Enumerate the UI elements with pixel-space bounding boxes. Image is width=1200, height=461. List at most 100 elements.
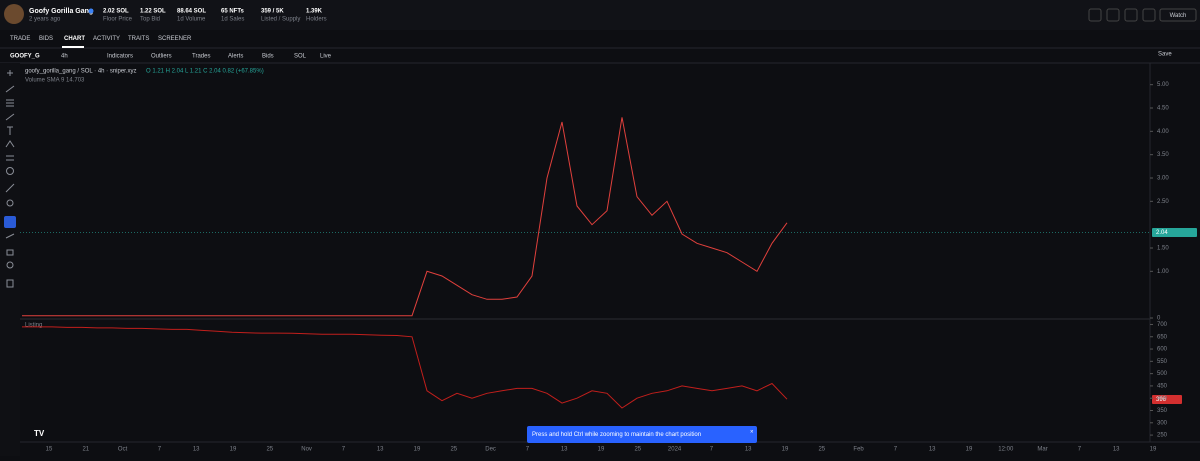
toolbar-item[interactable]: Trades — [192, 54, 210, 60]
collection-logo — [4, 4, 24, 24]
x-tick-label: 7 — [158, 447, 162, 453]
toolbar-item[interactable]: Alerts — [228, 54, 243, 60]
tab[interactable]: TRADE — [10, 36, 30, 42]
tab[interactable]: SCREENER — [158, 36, 192, 42]
tool[interactable] — [6, 155, 14, 161]
x-tick-label: 19 — [782, 447, 789, 453]
stat-label: Listed / Supply — [261, 17, 300, 23]
stat-label: 1d Volume — [177, 17, 206, 23]
y-tick-label: 0 — [1157, 316, 1161, 322]
collection-name: Goofy Gorilla Gang — [29, 8, 93, 15]
toolbar-item[interactable]: Outliers — [151, 54, 172, 60]
stat-value: 359 / 5K — [261, 9, 284, 15]
tab[interactable]: ACTIVITY — [93, 36, 120, 42]
y-tick-label: 650 — [1157, 334, 1168, 340]
listing-chart-line — [22, 326, 788, 409]
tool-icons — [4, 70, 16, 288]
x-tick-label: Dec — [485, 447, 496, 453]
stat-value: 1.22 SOL — [140, 9, 166, 15]
x-tick-label: Nov — [301, 447, 312, 453]
stat-value: 88.64 SOL — [177, 9, 206, 15]
toast — [527, 426, 757, 443]
x-tick-label: 19 — [230, 447, 237, 453]
tool[interactable] — [6, 279, 14, 288]
x-tick-label: 25 — [450, 447, 457, 453]
toast-close[interactable]: × — [750, 430, 754, 436]
tab[interactable]: BIDS — [39, 36, 53, 42]
y-tick-label: 300 — [1157, 420, 1168, 426]
x-tick-label: 13 — [377, 447, 384, 453]
watch-label[interactable]: Watch — [1170, 13, 1187, 19]
y-tick-label: 3.50 — [1157, 152, 1169, 158]
tool[interactable] — [5, 85, 15, 93]
stat-value: 2.02 SOL — [103, 9, 129, 15]
x-tick-label: Oct — [118, 447, 128, 453]
toast-text: Press and hold Ctrl while zooming to mai… — [532, 432, 701, 438]
icon-button[interactable] — [1106, 8, 1120, 22]
x-tick-label: 7 — [710, 447, 714, 453]
ohlc-legend: O 1.21 H 2.04 L 1.21 C 2.04 0.82 (+67.85… — [146, 69, 264, 75]
symbol[interactable]: GOOFY_G — [10, 54, 40, 60]
x-tick-label: 25 — [634, 447, 641, 453]
tv-logo: TV — [34, 429, 45, 438]
tool[interactable] — [5, 183, 15, 193]
stat-label: 1d Sales — [221, 17, 244, 23]
header-bar — [0, 0, 1200, 30]
y-tick-label: 500 — [1157, 371, 1168, 377]
tool[interactable] — [5, 113, 15, 121]
y-tick-label: 1.00 — [1157, 269, 1169, 275]
tab[interactable]: CHART — [64, 36, 85, 42]
y-tick-label: 350 — [1157, 408, 1168, 414]
x-tick-label: 7 — [1078, 447, 1082, 453]
drawing-toolbar — [0, 63, 20, 456]
last-listing-tag — [1152, 395, 1182, 404]
y-tick-label: 3.00 — [1157, 176, 1169, 182]
listing-legend: Listing — [25, 323, 42, 329]
tool[interactable] — [7, 126, 13, 135]
x-tick-label: 13 — [193, 447, 200, 453]
x-tick-label: 13 — [561, 447, 568, 453]
tool[interactable] — [5, 233, 15, 239]
last-price-tag — [1152, 228, 1197, 237]
tab[interactable]: TRAITS — [128, 36, 149, 42]
y-tick-label: 550 — [1157, 359, 1168, 365]
save-button[interactable]: Save — [1158, 52, 1172, 58]
tool[interactable] — [6, 167, 14, 175]
stat-label: Top Bid — [140, 17, 160, 23]
tool-active[interactable] — [4, 216, 16, 228]
icon-button[interactable] — [1088, 8, 1102, 22]
y-tick-label: 1.50 — [1157, 246, 1169, 252]
toolbar-item[interactable]: Indicators — [107, 54, 133, 60]
watch-button[interactable] — [1159, 8, 1197, 22]
icon-button[interactable] — [1142, 8, 1156, 22]
tool[interactable] — [6, 99, 14, 107]
verified-icon — [88, 8, 94, 14]
toolbar-item[interactable]: SOL — [294, 54, 307, 60]
tool[interactable] — [6, 261, 14, 269]
x-tick-label: 7 — [526, 447, 530, 453]
stat-label: Holders — [306, 17, 327, 23]
tab-underline — [62, 46, 84, 48]
x-tick-label: 7 — [894, 447, 898, 453]
tool[interactable] — [6, 199, 14, 207]
last-listing-label: 396 — [1156, 397, 1167, 403]
tool[interactable] — [6, 249, 14, 256]
tool[interactable] — [7, 70, 13, 76]
y-tick-label: 450 — [1157, 383, 1168, 389]
icon-button[interactable] — [1124, 8, 1138, 22]
y-tick-label: 400 — [1157, 396, 1168, 402]
interval[interactable]: 4h — [61, 54, 68, 60]
x-tick-label: 2024 — [668, 447, 682, 453]
x-tick-label: 25 — [818, 447, 825, 453]
tool[interactable] — [5, 140, 15, 148]
y-tick-label: 2.50 — [1157, 199, 1169, 205]
x-tick-label: 19 — [414, 447, 421, 453]
toolbar-item[interactable]: Bids — [262, 54, 274, 60]
x-tick-label: 15 — [46, 447, 53, 453]
toolbar-item[interactable]: Live — [320, 54, 332, 60]
x-tick-label: 19 — [598, 447, 605, 453]
x-tick-label: 13 — [745, 447, 752, 453]
x-tick-label: 19 — [1150, 447, 1157, 453]
